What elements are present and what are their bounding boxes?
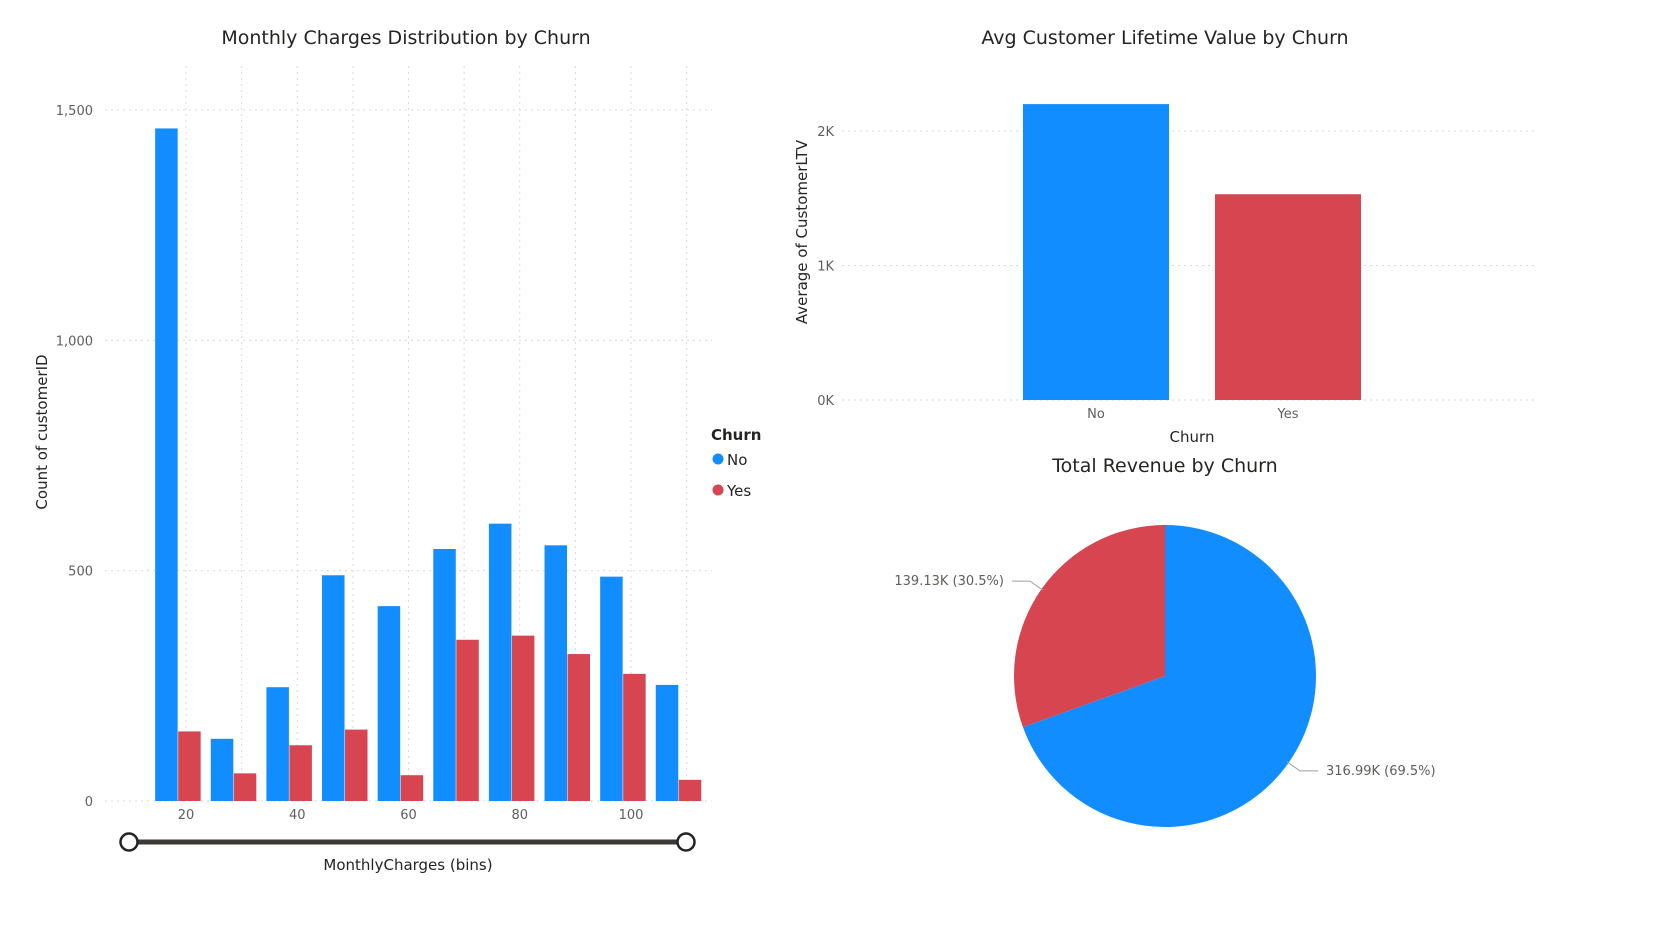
legend-label-yes: Yes xyxy=(726,482,751,500)
hist-bar-no[interactable] xyxy=(544,545,568,801)
legend-title: Churn xyxy=(711,426,761,444)
hist-y-tick-label: 1,000 xyxy=(56,334,93,349)
legend-item-no[interactable]: No xyxy=(712,451,748,469)
hist-bar-yes[interactable] xyxy=(400,775,424,801)
ltv-x-axis-title: Churn xyxy=(1170,428,1215,446)
hist-bar-no[interactable] xyxy=(655,684,679,801)
monthly-charges-svg: Monthly Charges Distribution by Churn 0 5… xyxy=(33,27,761,874)
customer-ltv-chart: Avg Customer Lifetime Value by Churn 0K 1… xyxy=(780,0,1653,450)
hist-bar-yes[interactable] xyxy=(289,745,312,801)
hist-bar-yes[interactable] xyxy=(567,654,591,801)
hist-bar-no[interactable] xyxy=(322,575,345,801)
ltv-bar-no[interactable] xyxy=(1023,104,1169,400)
hist-x-tick-label: 20 xyxy=(178,808,195,823)
ltv-y-tick-label: 2K xyxy=(817,125,834,140)
monthly-charges-chart: Monthly Charges Distribution by Churn 0 5… xyxy=(0,0,790,951)
hist-bar-no[interactable] xyxy=(155,128,178,802)
legend-item-yes[interactable]: Yes xyxy=(712,482,752,500)
hist-y-tick-label: 0 xyxy=(85,795,93,810)
hist-x-tick-label: 100 xyxy=(619,808,644,823)
total-revenue-svg: Total Revenue by Churn 316.99K (69.5%) 13… xyxy=(894,455,1436,827)
legend-swatch-yes xyxy=(712,484,724,496)
total-revenue-title: Total Revenue by Churn xyxy=(1051,455,1277,477)
hist-x-tick-label: 60 xyxy=(400,808,417,823)
hist-x-tick-label: 80 xyxy=(511,808,528,823)
ltv-y-axis-title: Average of CustomerLTV xyxy=(793,139,811,324)
hist-bar-no[interactable] xyxy=(266,687,289,801)
monthly-charges-title: Monthly Charges Distribution by Churn xyxy=(221,27,590,49)
hist-x-axis-title: MonthlyCharges (bins) xyxy=(323,856,492,874)
range-slider-start-handle[interactable] xyxy=(119,832,139,852)
pie-leader-line xyxy=(1286,761,1319,772)
pie-slice-yes[interactable] xyxy=(1014,525,1165,728)
hist-bar-no[interactable] xyxy=(433,549,456,801)
ltv-x-tick-label: No xyxy=(1087,407,1105,422)
hist-bar-yes[interactable] xyxy=(233,773,257,801)
pie-data-label-no: 316.99K (69.5%) xyxy=(1326,764,1436,779)
legend-swatch-no xyxy=(712,453,724,465)
hist-bar-yes[interactable] xyxy=(511,635,535,801)
hist-bar-yes[interactable] xyxy=(678,779,702,801)
customer-ltv-svg: Avg Customer Lifetime Value by Churn 0K 1… xyxy=(793,27,1536,446)
hist-y-tick-label: 1,500 xyxy=(56,104,93,119)
ltv-y-tick-label: 1K xyxy=(817,260,834,275)
hist-bar-yes[interactable] xyxy=(345,729,368,801)
ltv-x-tick-label: Yes xyxy=(1277,407,1299,422)
total-revenue-chart: Total Revenue by Churn 316.99K (69.5%) 13… xyxy=(780,450,1653,951)
hist-bar-no[interactable] xyxy=(488,523,512,801)
hist-bar-no[interactable] xyxy=(600,576,623,801)
churn-legend: Churn No Yes xyxy=(711,426,761,500)
hist-bar-no[interactable] xyxy=(377,606,401,801)
customer-ltv-title: Avg Customer Lifetime Value by Churn xyxy=(981,27,1348,49)
hist-bar-yes[interactable] xyxy=(456,639,479,801)
ltv-bar-yes[interactable] xyxy=(1215,194,1361,400)
hist-y-axis-title: Count of customerID xyxy=(33,354,51,509)
ltv-y-tick-label: 0K xyxy=(817,394,834,409)
hist-bar-yes[interactable] xyxy=(178,731,201,801)
range-slider-end-handle[interactable] xyxy=(676,832,696,852)
hist-bar-no[interactable] xyxy=(210,738,234,801)
hist-x-tick-label: 40 xyxy=(289,808,306,823)
hist-bar-yes[interactable] xyxy=(623,673,646,801)
pie-slice-no[interactable] xyxy=(1022,525,1316,827)
legend-label-no: No xyxy=(727,451,747,469)
hist-y-tick-label: 500 xyxy=(68,565,93,580)
pie-leader-line xyxy=(1011,580,1044,591)
pie-data-label-yes: 139.13K (30.5%) xyxy=(894,574,1004,589)
